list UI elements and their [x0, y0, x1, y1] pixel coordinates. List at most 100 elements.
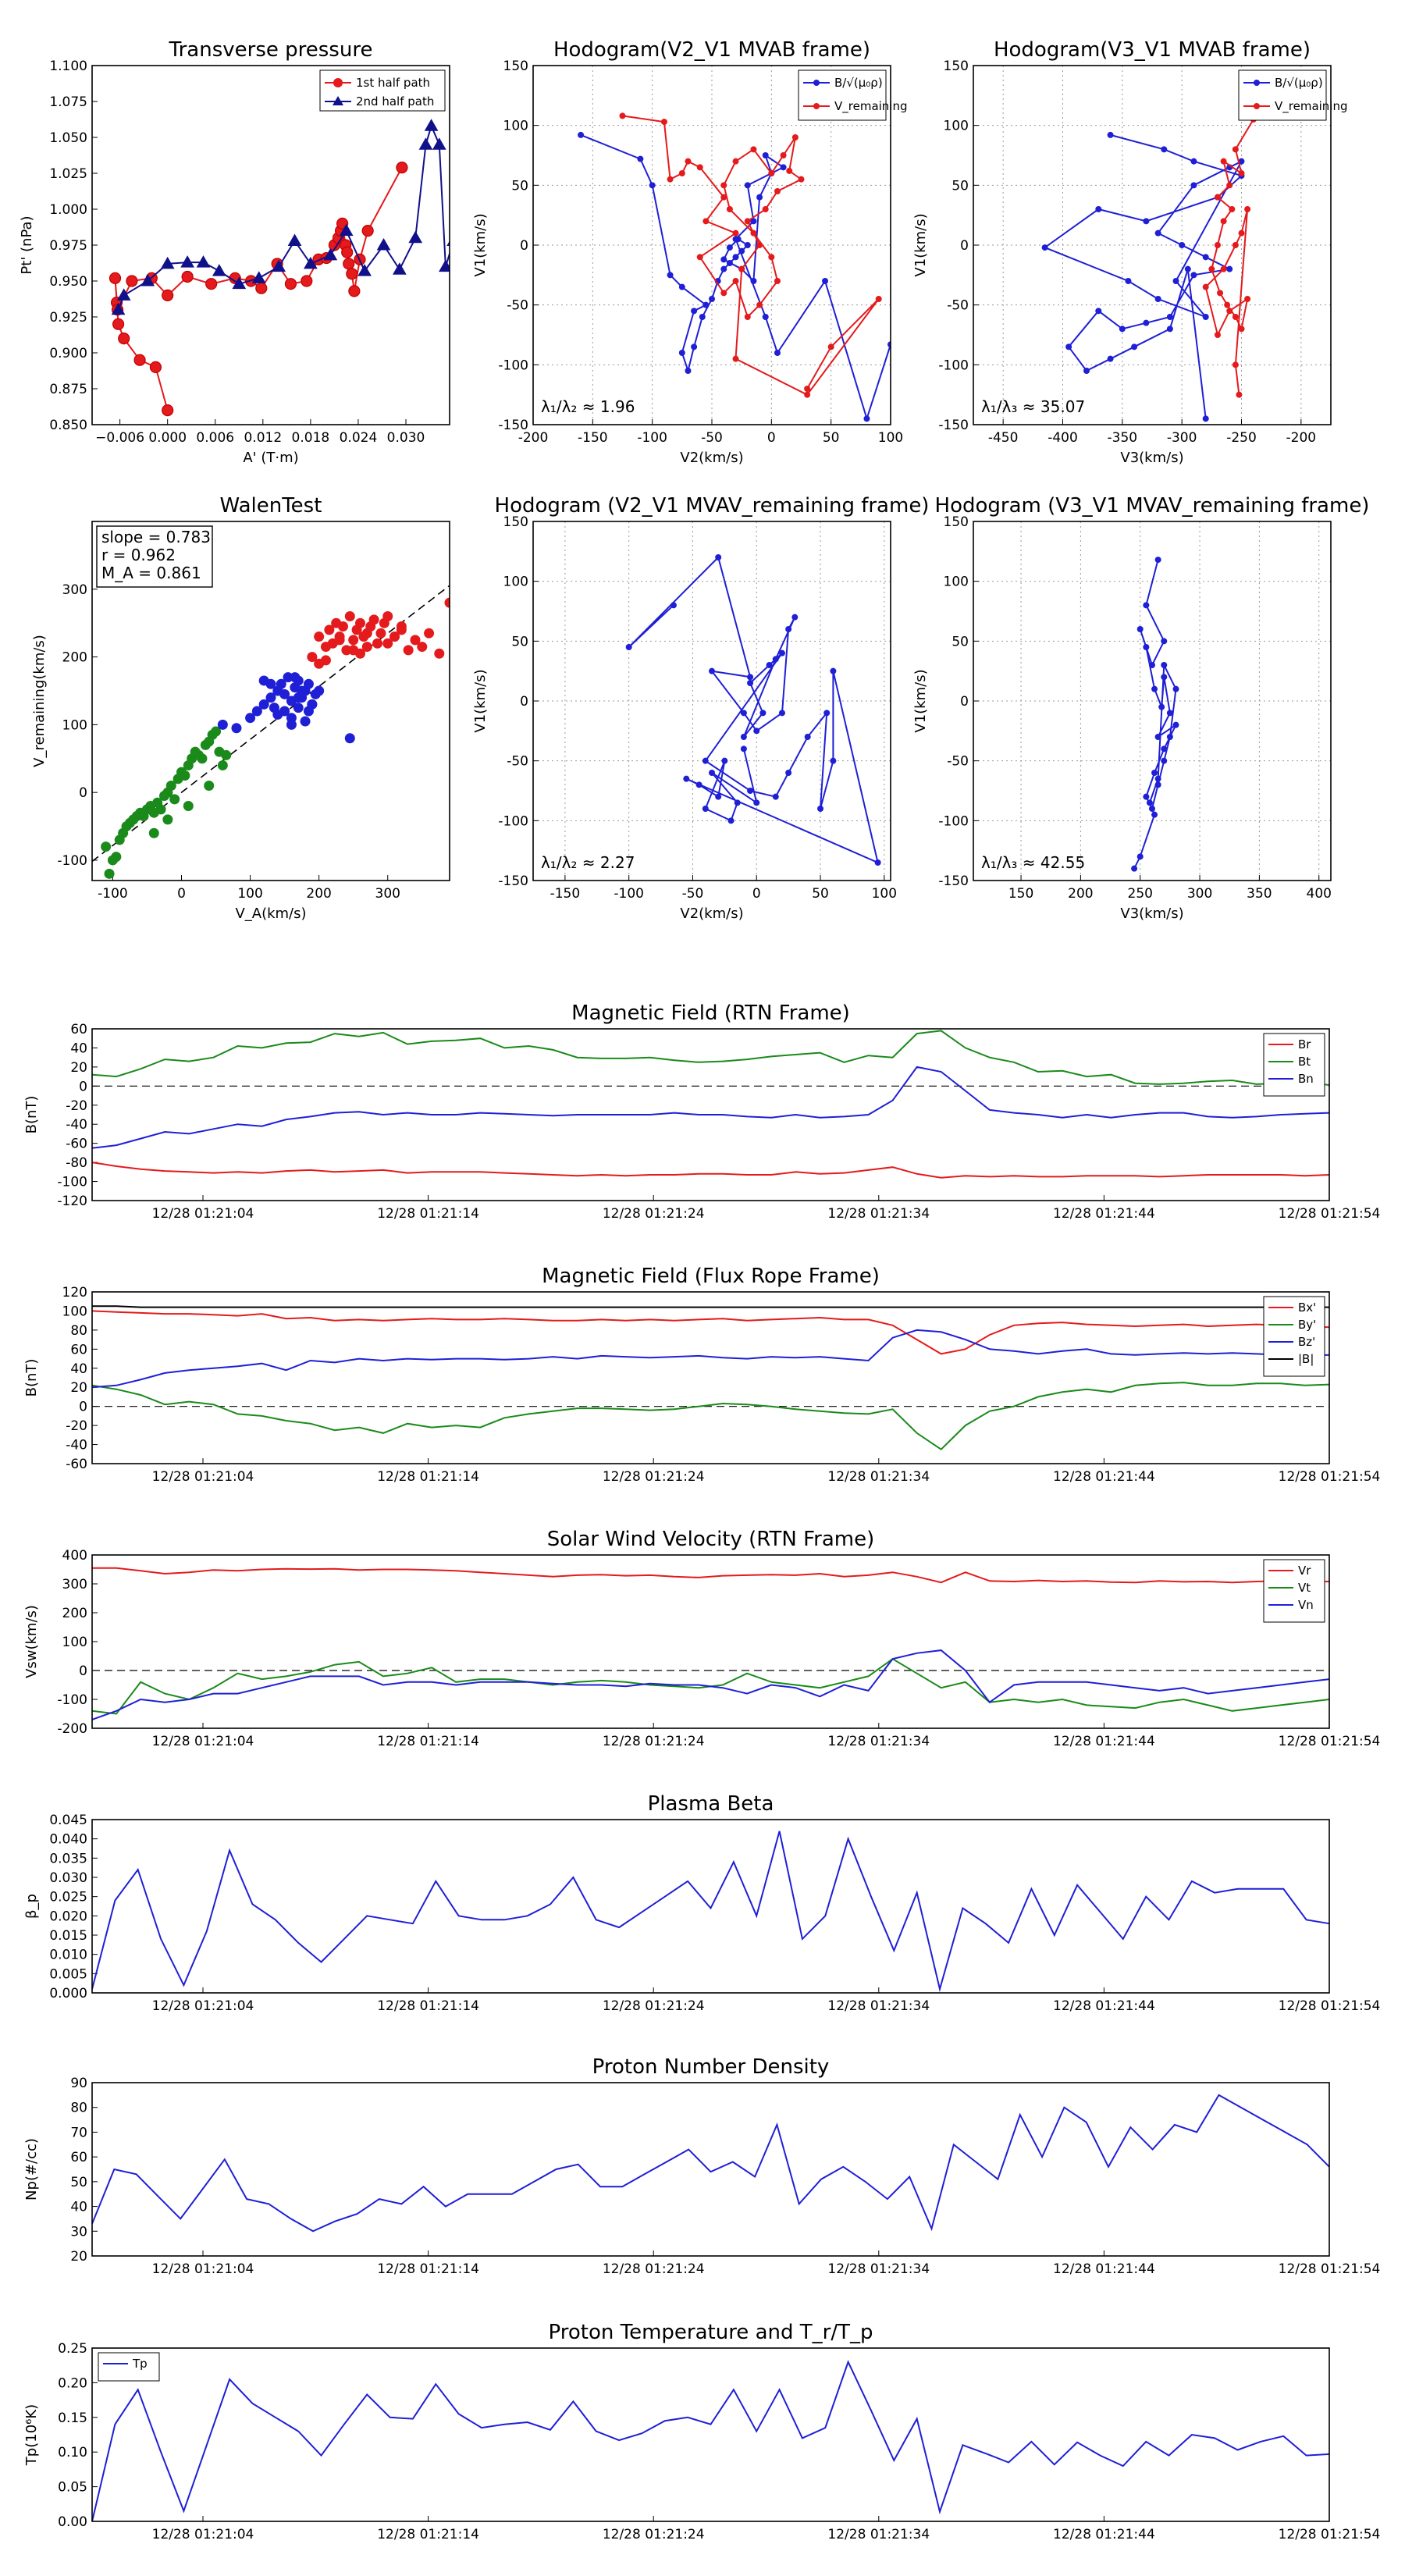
data-point [232, 276, 247, 290]
data-point [774, 350, 781, 356]
data-point [160, 256, 175, 269]
y-tick-label: 0 [960, 238, 969, 254]
legend-label: Tp [132, 2357, 148, 2371]
legend-box [1263, 1559, 1325, 1623]
y-tick-label: 20 [70, 2249, 87, 2265]
data-point [637, 155, 644, 162]
data-point [205, 278, 218, 290]
y-tick-label: 70 [70, 2125, 87, 2140]
data-point [727, 817, 735, 824]
series-line-bn [91, 1066, 1330, 1149]
series-line-tp [91, 2360, 1330, 2522]
data-point [361, 225, 374, 237]
data-point [732, 254, 739, 261]
x-tick-label: 12/28 01:21:14 [377, 2527, 479, 2542]
x-tick-label: 12/28 01:21:54 [1279, 2527, 1381, 2542]
x-tick-label: 0.030 [387, 430, 425, 446]
data-point [791, 614, 799, 621]
data-point [750, 278, 757, 284]
x-tick-label: 12/28 01:21:44 [1053, 1206, 1155, 1222]
x-tick-label: 12/28 01:21:24 [603, 1206, 705, 1222]
data-point [1179, 242, 1186, 248]
data-point [1232, 146, 1239, 153]
data-point [1143, 793, 1150, 800]
data-point [1107, 131, 1114, 138]
axes-frame [532, 65, 891, 425]
data-point [1202, 283, 1209, 290]
data-point [1202, 314, 1209, 320]
y-tick-label: 400 [62, 1548, 87, 1564]
y-tick-label: 100 [62, 1635, 87, 1650]
y-tick-label: 0.900 [49, 346, 87, 361]
data-point [251, 271, 266, 283]
data-point [1143, 644, 1150, 650]
data-point [324, 624, 335, 635]
y-tick-label: 0.925 [49, 310, 87, 326]
y-tick-label: 40 [70, 2200, 87, 2215]
data-point [709, 667, 715, 674]
data-point [133, 354, 146, 366]
data-point [284, 278, 297, 290]
legend-label: Br [1298, 1037, 1311, 1051]
data-point [1146, 799, 1153, 806]
stats-line: r = 0.962 [101, 546, 176, 564]
legend: B/√(μ₀ρ) V_remaining [1238, 69, 1348, 121]
data-point [320, 655, 331, 666]
x-tick-label: 12/28 01:21:24 [603, 1734, 705, 1749]
x-axis-label: V2(km/s) [680, 450, 743, 466]
plot-area [1131, 557, 1179, 872]
x-tick-label: 0.012 [244, 430, 282, 446]
y-tick-label: 0 [79, 785, 87, 801]
y-tick-label: 100 [503, 575, 528, 590]
y-tick-label: -100 [498, 813, 528, 829]
axes-frame [91, 521, 450, 881]
lambda-ratio: λ₁/λ₃ ≈ 35.07 [981, 397, 1085, 416]
axes-frame [91, 2347, 1330, 2522]
data-point [720, 256, 727, 263]
legend-marker [813, 103, 820, 109]
data-point [1158, 703, 1165, 710]
x-axis-label: V3(km/s) [1120, 906, 1183, 922]
y-tick-label: -200 [57, 1721, 87, 1737]
y-tick-label: -150 [938, 873, 969, 889]
legend-label: B/√(μ₀ρ) [1275, 76, 1323, 90]
y-tick-label: 0.040 [49, 1832, 87, 1848]
series-line-br [91, 1162, 1330, 1179]
data-point [196, 255, 211, 268]
data-point [297, 685, 308, 696]
data-point [396, 621, 407, 632]
data-point [1220, 218, 1227, 225]
data-point [287, 233, 302, 246]
axes-frame [91, 2082, 1330, 2257]
y-tick-label: -20 [66, 1418, 87, 1434]
data-point [691, 308, 698, 315]
data-point [1172, 278, 1179, 284]
y-tick-label: 0.025 [49, 1890, 87, 1905]
data-point [732, 355, 739, 362]
data-point [1244, 206, 1251, 212]
y-tick-label: -100 [57, 1175, 87, 1190]
data-point [1166, 314, 1173, 320]
y-tick-label: -40 [66, 1438, 87, 1453]
series-line-b [92, 1305, 1329, 1308]
x-tick-label: -200 [518, 430, 549, 446]
y-axis-label: Vsw(km/s) [23, 1605, 40, 1678]
series-line-by [91, 1382, 1330, 1450]
legend-label: Vt [1298, 1581, 1311, 1595]
data-point [1095, 206, 1102, 212]
data-point [148, 827, 159, 838]
data-point [785, 770, 792, 776]
x-tick-label: -150 [550, 886, 581, 902]
x-tick-label: -300 [1167, 430, 1197, 446]
data-point [303, 678, 314, 689]
y-tick-label: 1.025 [49, 166, 87, 182]
data-point [753, 799, 760, 806]
data-point [747, 788, 754, 794]
data-point [348, 285, 361, 297]
y-tick-label: 0 [520, 238, 528, 254]
data-point [874, 859, 881, 866]
data-point [759, 710, 767, 717]
data-point [1214, 242, 1221, 248]
data-point [1161, 146, 1168, 153]
y-tick-label: 150 [944, 59, 969, 74]
